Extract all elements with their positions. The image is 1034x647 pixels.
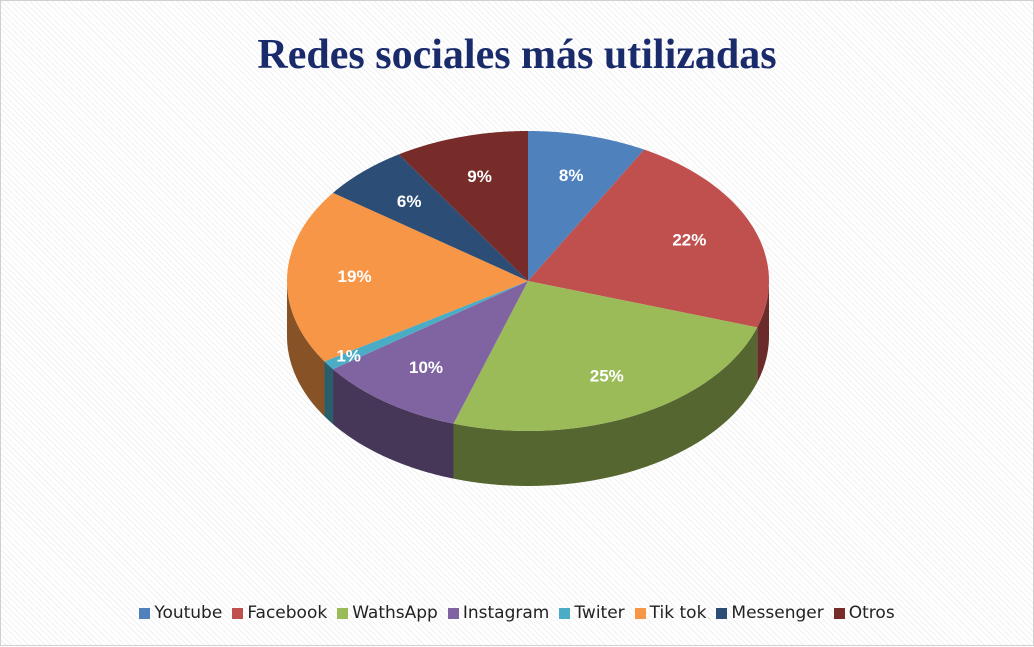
slice	[287, 192, 528, 362]
chart-title: Redes sociales más utilizadas	[257, 32, 777, 78]
slice-side	[333, 369, 454, 479]
data-label: 6%	[397, 192, 422, 211]
legend-swatch	[232, 607, 244, 619]
legend: Youtube Facebook WathsApp Instagram Twiter Ti…	[1, 603, 1033, 623]
legend-entry: Tik tok	[634, 603, 707, 623]
slice-side	[757, 281, 769, 383]
legend-entry: Facebook	[232, 603, 327, 623]
pie-sides	[287, 281, 769, 486]
legend-swatch	[447, 607, 459, 619]
legend-label: Youtube	[154, 603, 223, 623]
slice	[453, 281, 758, 431]
legend-swatch	[337, 607, 349, 619]
data-label: 25%	[590, 367, 624, 386]
legend-label: Instagram	[462, 603, 550, 623]
legend-entry: Otros	[833, 603, 895, 623]
slice	[333, 154, 528, 281]
slice	[333, 281, 528, 424]
data-label: 8%	[559, 166, 584, 185]
legend-swatch	[559, 607, 571, 619]
legend-label: WathsApp	[352, 603, 438, 623]
legend-entry: Messenger	[716, 603, 824, 623]
data-label: 19%	[338, 267, 372, 286]
legend-swatch	[716, 607, 728, 619]
slice	[398, 131, 528, 281]
data-label: 1%	[336, 346, 361, 365]
slice-side	[287, 281, 325, 417]
pie-tops	[287, 131, 769, 431]
legend-label: Twiter	[574, 603, 625, 623]
data-label: 9%	[467, 167, 492, 186]
data-label: 22%	[672, 231, 706, 250]
legend-entry: Twiter	[559, 603, 625, 623]
legend-swatch	[139, 607, 151, 619]
data-label: 10%	[409, 358, 443, 377]
slice	[324, 281, 528, 370]
legend-entry: Youtube	[139, 603, 222, 623]
slice	[528, 149, 769, 328]
slice-side	[453, 327, 758, 486]
slice	[528, 131, 645, 281]
legend-swatch	[833, 607, 845, 619]
legend-entry: WathsApp	[337, 603, 438, 623]
legend-entry: Instagram	[447, 603, 550, 623]
legend-label: Messenger	[731, 603, 824, 623]
slice-side	[324, 361, 334, 425]
legend-swatch	[634, 607, 646, 619]
legend-label: Otros	[848, 603, 895, 623]
legend-label: Tik tok	[649, 603, 707, 623]
legend-label: Facebook	[247, 603, 328, 623]
